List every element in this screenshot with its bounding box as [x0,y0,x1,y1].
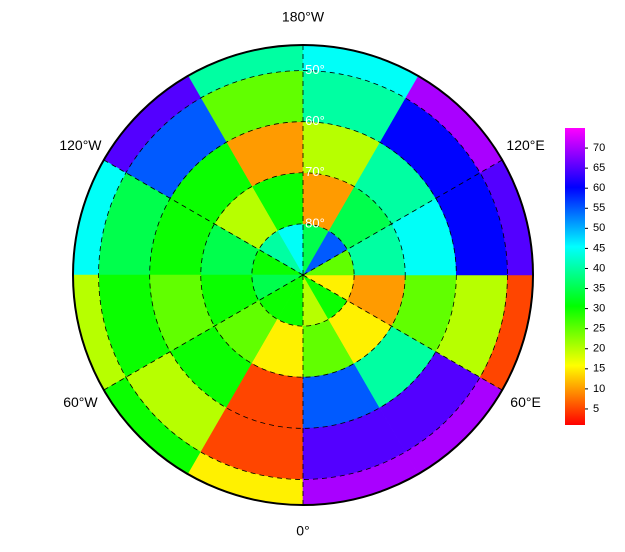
colorbar-tick-label: 10 [593,383,605,395]
meridian [302,159,503,276]
colorbar-tick-label: 25 [593,323,605,335]
latitude-label: 60° [305,113,325,128]
longitude-label: 60°W [63,394,98,410]
colorbar-tick-label: 55 [593,202,605,214]
map-labels: 50° 60° 70° 80° 180°W 120°E 60°E 0° 60°W 120°W [59,9,544,539]
colorbar-tick-label: 45 [593,242,605,254]
longitude-label: 180°W [282,9,325,25]
colorbar-tick-label: 40 [593,262,605,274]
meridian [103,159,304,276]
colorbar-tick-label: 20 [593,343,605,355]
colorbar-tick-label: 60 [593,182,605,194]
latitude-label: 80° [305,215,325,230]
latitude-label: 70° [305,164,325,179]
colorbar-ramp [565,128,585,425]
latitude-label: 50° [305,62,325,77]
colorbar: 5 10 15 20 25 30 35 40 45 50 55 60 65 70 [565,128,605,425]
latitude-circle [251,223,355,327]
colorbar-tick-label: 15 [593,363,605,375]
colorbar-tick-label: 35 [593,282,605,294]
colorbar-tick-label: 5 [593,403,599,415]
longitude-label: 60°E [510,394,541,410]
graticule [72,44,534,506]
colorbar-tick-label: 70 [593,142,605,154]
colorbar-tick-label: 30 [593,303,605,315]
longitude-label: 0° [296,523,309,539]
colorbar-tick-label: 65 [593,162,605,174]
meridian [302,274,503,391]
colorbar-tick-label: 50 [593,222,605,234]
map-cells [72,44,534,506]
latitude-circle [98,70,508,480]
meridian [103,274,304,391]
longitude-label: 120°W [59,137,102,153]
longitude-label: 120°E [506,137,544,153]
